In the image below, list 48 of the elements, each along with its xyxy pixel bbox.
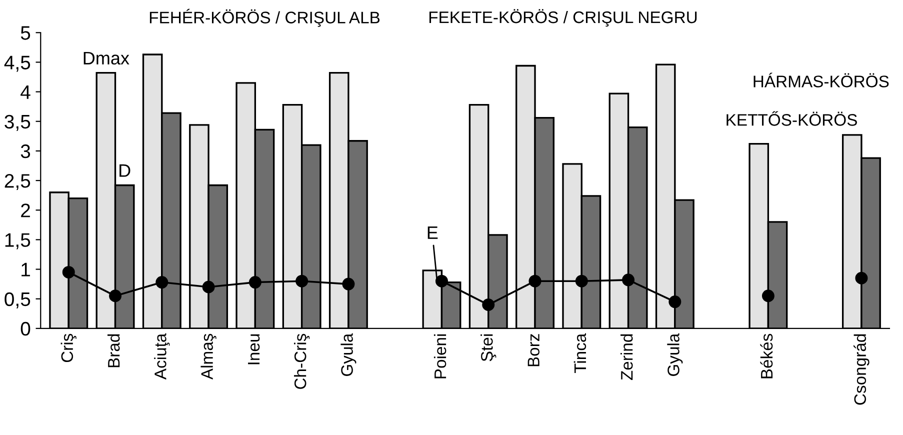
y-tick-label: 0,5 [4,292,30,308]
x-tick-label: Ştei [480,334,496,362]
x-tick-label: Csongrád [854,334,870,405]
point [528,274,542,288]
x-tick-label: Poieni [434,334,446,378]
y-tick-label: 3,5 [4,114,30,131]
x-tick-label: Ch-Criş [294,334,310,389]
point [248,276,262,289]
y-tick-label: 2 [21,204,30,218]
y-tick-label: 1 [22,262,30,276]
x-tick-label: Borz [528,334,540,366]
point [109,290,122,302]
point [668,296,682,308]
point [62,266,75,278]
x-tick-label: Aciuţa [154,333,170,380]
annotation: HÁRMAS-KÖRÖS [754,72,889,88]
x-tick-label: Gyula [667,333,683,376]
point [296,274,308,288]
point [156,276,168,289]
text: FEHÉR-KÖRÖS / CRIŞUL ALB [150,8,380,27]
x-tick-label: Brad [107,334,120,368]
point [622,274,635,286]
y-tick-label: 3 [20,144,30,158]
y-tick-label: 5 [20,26,30,40]
series-label: D [120,164,130,177]
y-tick-label: 4 [20,85,30,99]
x-tick-label: Békés [760,334,773,378]
x-tick-label: Ineu [248,334,260,364]
text: E [428,226,438,239]
x-tick-label: Zerind [620,334,633,380]
y-tick-label: 4,5 [4,56,30,72]
series-label: Dmax [84,52,130,65]
point [575,274,588,288]
x-tick-label: Gyula [340,333,356,376]
text: FEKETE-KÖRÖS / CRIŞUL NEGRU [429,9,697,27]
point [482,298,495,312]
x-tick-label: Criş [60,334,76,362]
annotation: KETTŐS-KÖRÖS [726,111,857,126]
x-tick-label: Almaş [200,334,216,380]
point [202,280,215,294]
point [762,290,774,302]
x-tick-label: Tinca [574,333,586,374]
y-tick-label: 1,5 [5,233,30,250]
point [855,272,868,284]
y-tick-label: 0 [20,322,30,336]
point [435,274,448,288]
y-tick-label: 2,5 [4,174,30,190]
point [342,278,355,290]
